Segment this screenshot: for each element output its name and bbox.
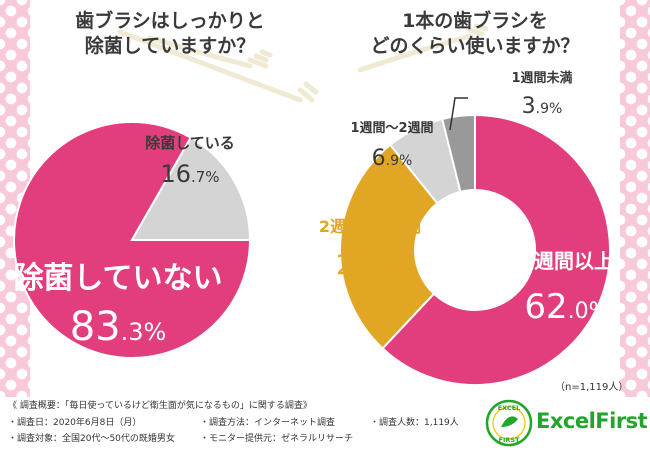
survey-provider: ・モニター提供元：ゼネラルリサーチ	[200, 434, 354, 444]
badge-bottom-text: FIRST	[499, 436, 521, 444]
survey-target: ・調査対象：全国20代〜50代の既婚男女	[8, 434, 175, 444]
donut-label-under-one-week-label: 1週間未満	[511, 70, 572, 86]
pie-label-not-sanitizing: 除菌していない 83.3%	[13, 261, 222, 350]
donut-label-one-to-two-weeks-label: 1週間〜2週間	[350, 121, 433, 136]
donut-slice-two-to-four-weeks	[339, 143, 439, 350]
callout-line-under-one-week	[449, 97, 468, 131]
donut-slice-four-weeks-plus	[381, 113, 611, 386]
survey-method: ・調査方法：インターネット調査	[200, 418, 336, 428]
pie-label-not-sanitizing-label: 除菌していない	[13, 261, 222, 296]
sample-size-note: （n=1,119人）	[555, 382, 629, 393]
right-title-line1: 1本の歯ブラシを	[402, 10, 548, 32]
donut-label-four-weeks-plus: 4週間以上 62.0%	[520, 249, 614, 327]
donut-label-two-to-four-weeks-value: 27.2%	[336, 248, 404, 281]
left-title-line1: 歯ブラシはしっかりと	[75, 10, 265, 32]
donut-label-four-weeks-plus-label: 4週間以上	[520, 249, 614, 273]
donut-label-under-one-week: 1週間未満 3.9%	[511, 70, 572, 119]
pie-label-sanitizing: 除菌している 16.7%	[145, 134, 235, 188]
pie-label-not-sanitizing-value: 83.3%	[70, 304, 167, 350]
right-chart-title: 1本の歯ブラシを どのくらい使いますか？	[330, 9, 620, 59]
badge-top-text: EXCEL	[498, 404, 521, 412]
donut-slice-under-one-week	[441, 113, 476, 194]
right-donut-chart: 4週間以上 62.0% 2週間〜4週間 27.2% 1週間〜2週間 6.9% 1週間未満 3.…	[318, 70, 614, 386]
left-title-line2: 除菌していますか？	[84, 35, 256, 57]
donut-label-two-to-four-weeks-label: 2週間〜4週間	[319, 217, 421, 236]
donut-label-under-one-week-value: 3.9%	[522, 94, 563, 119]
pie-label-sanitizing-label: 除菌している	[145, 134, 235, 152]
donut-label-one-to-two-weeks: 1週間〜2週間 6.9%	[350, 121, 433, 171]
donut-label-four-weeks-plus-value: 62.0%	[524, 287, 609, 327]
survey-date: ・調査日：2020年6月8日（月）	[8, 418, 142, 428]
pie-label-sanitizing-value: 16.7%	[160, 160, 219, 188]
pie-slice-not-sanitizing	[13, 121, 252, 359]
survey-footer: 《 調査概要：「毎日使っているけど衛生面が気になるもの」に関する調査》 ・調査日…	[0, 397, 650, 450]
left-chart-title: 歯ブラシはしっかりと 除菌していますか？	[30, 9, 310, 59]
donut-label-one-to-two-weeks-value: 6.9%	[372, 146, 413, 171]
excelfirst-badge-icon: EXCEL FIRST	[485, 399, 533, 447]
survey-title: 《 調査概要：「毎日使っているけど衛生面が気になるもの」に関する調査》	[8, 401, 312, 411]
right-title-line2: どのくらい使いますか？	[370, 35, 580, 57]
right-pattern-border	[620, 0, 650, 397]
brand-name: ExcelFirst	[536, 409, 648, 433]
survey-count: ・調査人数：1,119人	[370, 418, 459, 428]
left-pie-chart: 除菌していない 83.3% 除菌している 16.7%	[13, 121, 252, 359]
pie-slice-sanitizing	[130, 136, 252, 241]
donut-label-two-to-four-weeks: 2週間〜4週間 27.2%	[319, 217, 421, 281]
